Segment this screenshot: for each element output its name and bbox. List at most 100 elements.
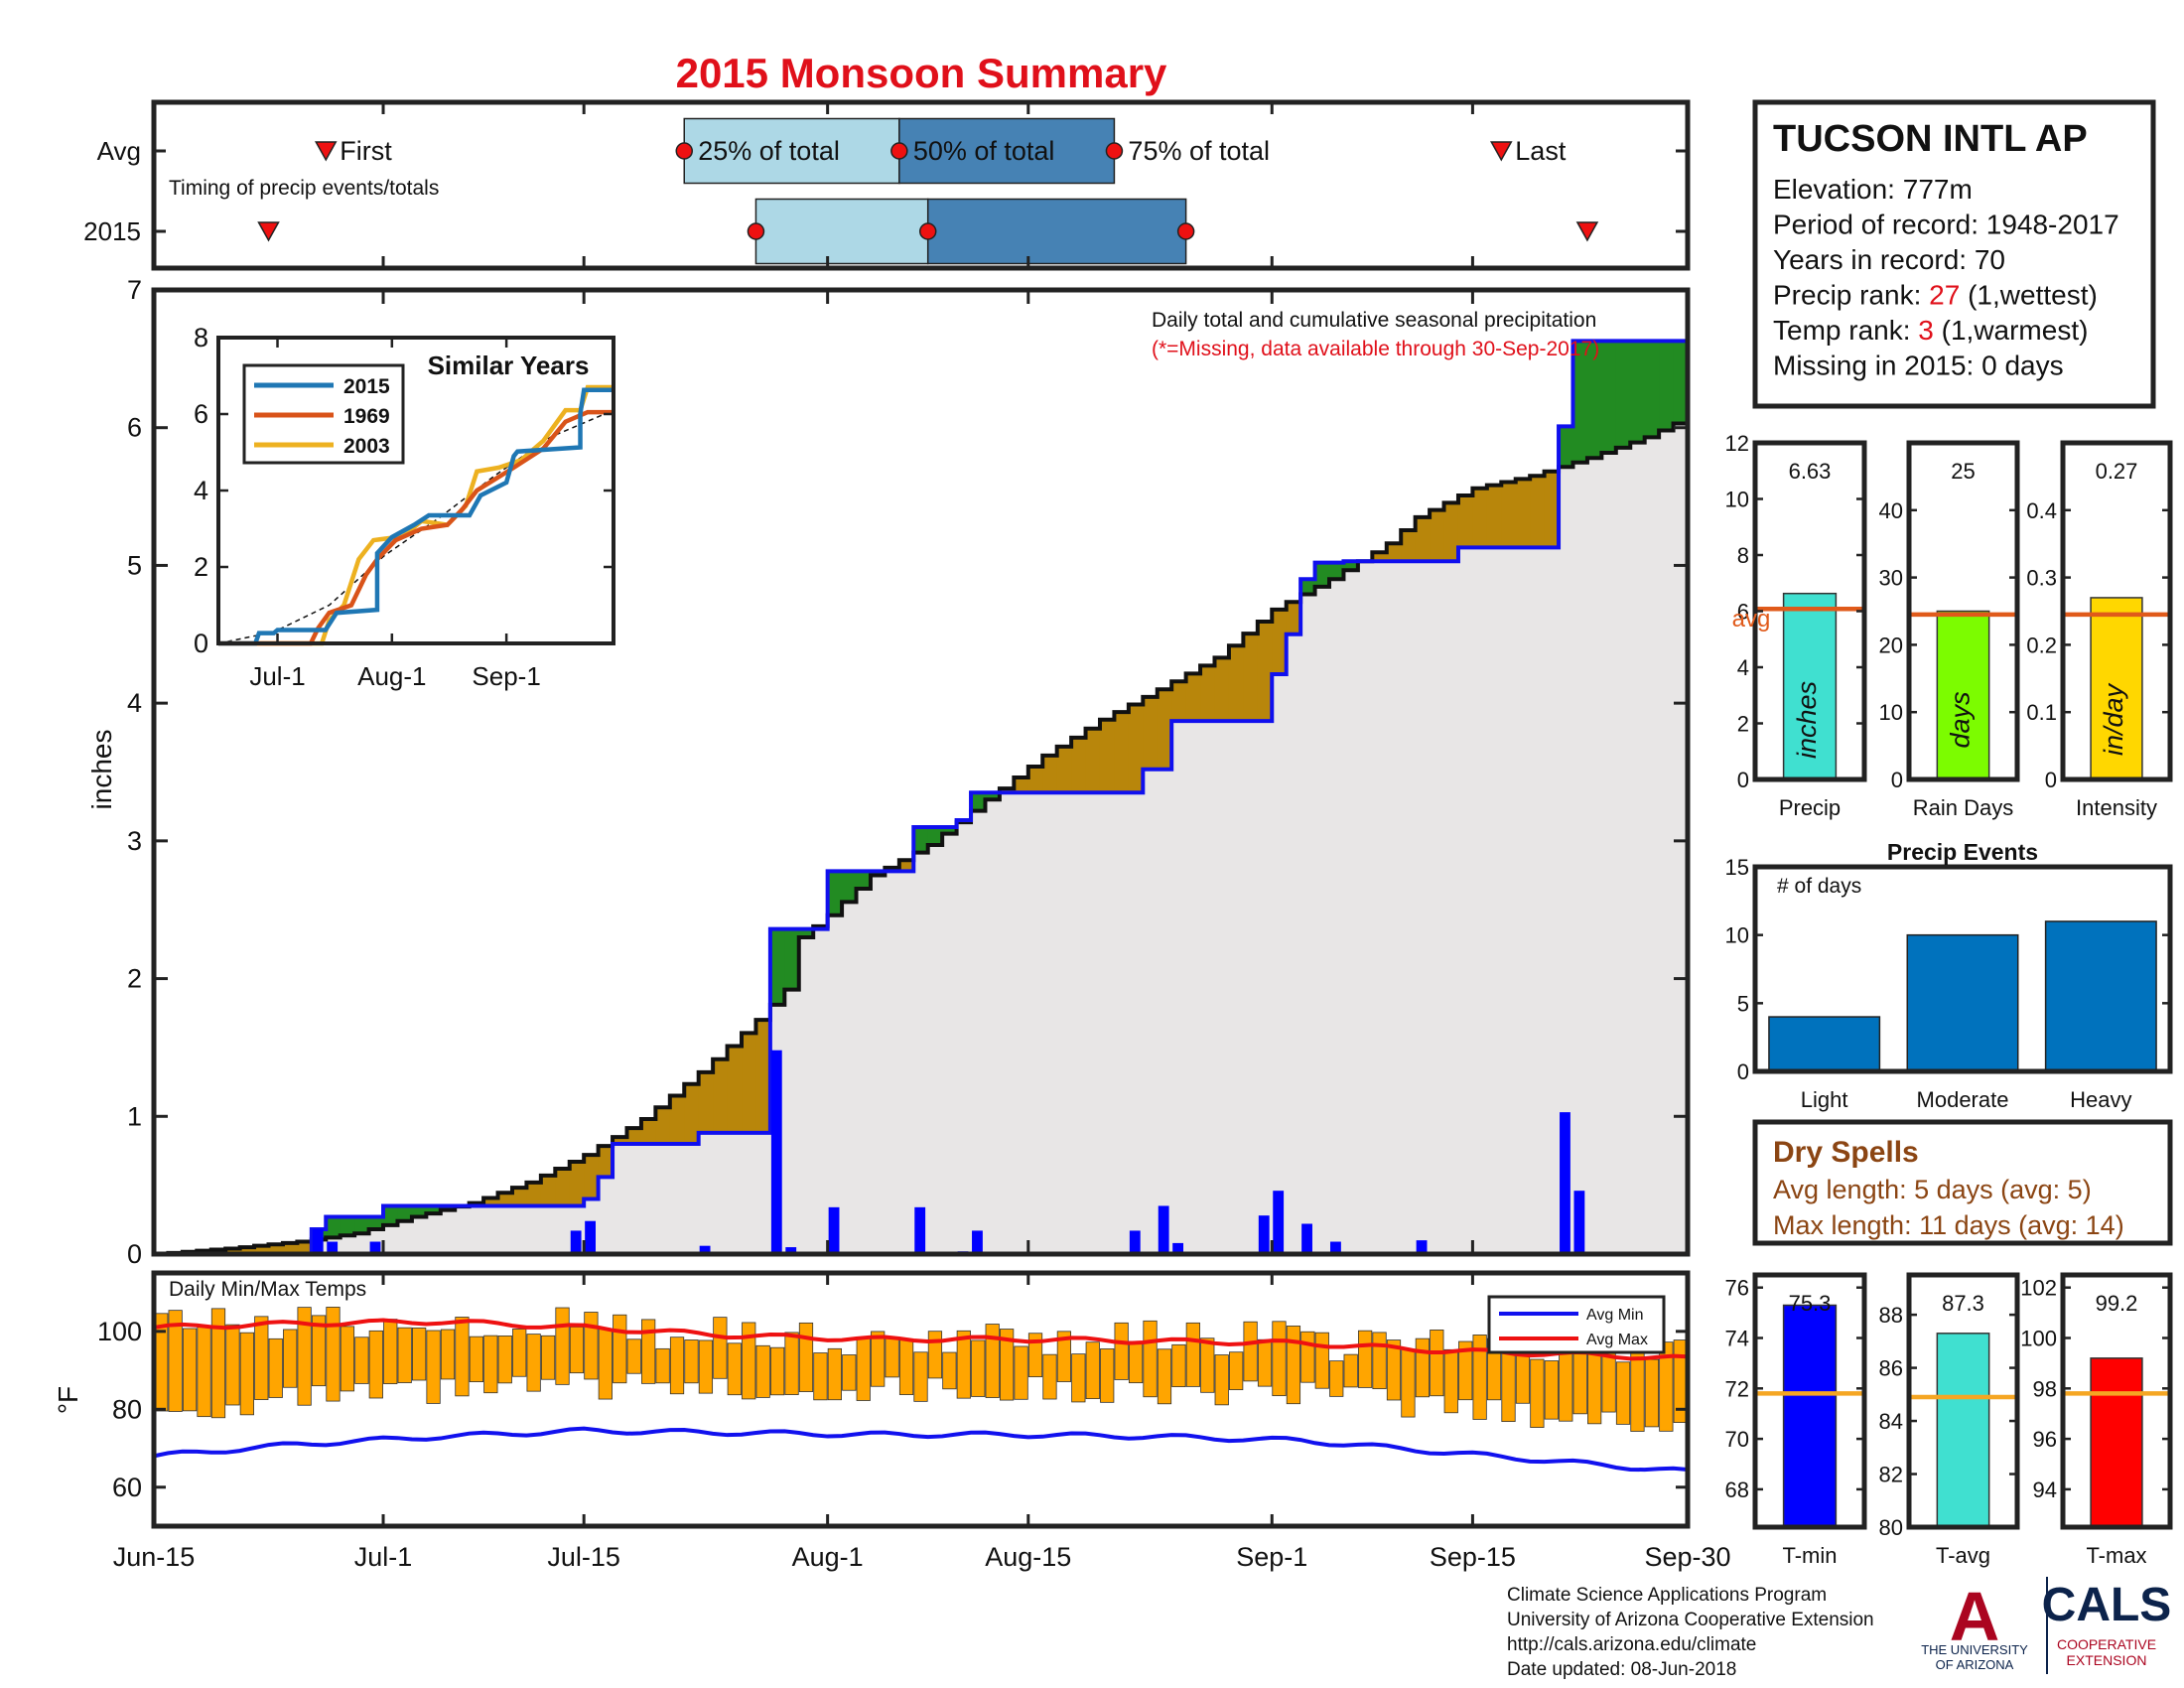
daily-temp-bar	[283, 1329, 298, 1388]
daily-temp-bar	[626, 1338, 641, 1374]
x-tick-label: Jul-15	[547, 1542, 620, 1572]
timing-avg-q1-box	[683, 117, 900, 185]
daily-temp-bar	[1559, 1343, 1573, 1422]
below-average-fill	[1056, 746, 1072, 793]
daily-temp-bar	[540, 1335, 556, 1380]
above-average-fill	[985, 792, 1001, 800]
daily-precip-bar	[1573, 1191, 1585, 1254]
average-fill	[383, 1224, 399, 1254]
timing-avg-q2-box	[898, 117, 1116, 185]
stat-avg-label: avg	[1732, 606, 1771, 633]
average-fill	[540, 1205, 556, 1254]
above-average-fill	[1314, 562, 1330, 587]
average-fill	[1027, 792, 1043, 1254]
daily-temp-bar	[1214, 1354, 1229, 1406]
stat-value-label: 99.2	[2096, 1291, 2138, 1316]
average-fill	[1357, 561, 1373, 1254]
x-tick-label: Aug-1	[792, 1542, 864, 1572]
above-average-fill	[1659, 341, 1675, 431]
daily-temp-bar	[769, 1346, 785, 1396]
stat-tick-label: 0	[1891, 768, 1903, 792]
temp-y-axis-label: °F	[53, 1386, 83, 1414]
below-average-fill	[1443, 502, 1459, 562]
similar-years-frame	[216, 336, 615, 645]
below-average-fill	[268, 1244, 284, 1254]
temp-y-tick-label: 60	[112, 1473, 142, 1502]
stat-tick-label: 84	[1879, 1409, 1903, 1434]
daily-temp-bar	[354, 1336, 369, 1384]
y-tick-label: 2	[127, 964, 142, 994]
average-fill	[1572, 462, 1588, 1255]
y-tick-label: 7	[127, 275, 142, 305]
event-category-label: Moderate	[1917, 1087, 2009, 1112]
above-average-fill	[856, 871, 872, 889]
average-fill	[426, 1213, 442, 1254]
station-rank-value: 3	[1918, 315, 1934, 346]
above-average-fill	[769, 928, 785, 1005]
temp-y-tick-label: 100	[97, 1317, 142, 1346]
daily-temp-bar	[197, 1327, 211, 1418]
average-fill	[1056, 792, 1072, 1254]
daily-temp-bar	[1229, 1351, 1244, 1391]
daily-temp-bar	[684, 1339, 699, 1384]
daily-temp-bar	[1243, 1321, 1258, 1382]
stat-unit-label: inches	[1792, 681, 1822, 759]
similar-x-tick-label: Jul-1	[249, 661, 305, 691]
stat-tick-label: 102	[2020, 1276, 2057, 1301]
x-tick-label: Aug-15	[985, 1542, 1071, 1572]
average-fill	[1343, 570, 1359, 1254]
average-fill	[640, 1144, 656, 1254]
below-average-fill	[1501, 482, 1517, 548]
below-average-fill	[497, 1193, 513, 1206]
stat-tick-label: 94	[2033, 1477, 2057, 1502]
daily-precip-bar	[1258, 1215, 1270, 1254]
daily-temp-bar	[842, 1354, 857, 1391]
average-fill	[1171, 721, 1187, 1254]
above-average-fill	[827, 871, 843, 915]
daily-temp-bar	[1042, 1353, 1057, 1400]
y-tick-label: 0	[127, 1239, 142, 1269]
dry-spells-frame	[1752, 1119, 2173, 1246]
daily-temp-bar	[871, 1331, 886, 1387]
average-fill	[626, 1144, 642, 1254]
below-average-fill	[584, 1155, 600, 1199]
average-fill	[1615, 447, 1631, 1254]
daily-temp-bar	[1415, 1337, 1430, 1398]
above-average-fill	[784, 928, 800, 990]
average-fill	[742, 1132, 757, 1254]
daily-temp-bar	[1659, 1341, 1674, 1432]
event-bar-light	[1768, 1016, 1881, 1072]
stat-tick-label: 40	[1879, 498, 1903, 523]
daily-temp-bar	[497, 1336, 512, 1384]
below-average-fill	[1200, 665, 1216, 722]
timing-note: Timing of precip events/totals	[169, 177, 439, 200]
daily-temp-bar	[1027, 1333, 1043, 1378]
stat-tick-label: 100	[2020, 1327, 2057, 1351]
daily-temp-bar	[784, 1332, 799, 1395]
daily-temp-bar	[512, 1329, 527, 1377]
average-fill	[1071, 792, 1087, 1254]
below-average-fill	[1214, 657, 1230, 722]
avg-min-line	[153, 1426, 1689, 1473]
daily-temp-bar	[555, 1307, 570, 1385]
similar-series-2015	[218, 387, 614, 646]
station-info-line: Missing in 2015: 0 days	[1773, 351, 2064, 381]
above-average-fill	[942, 826, 958, 834]
below-average-fill	[1544, 471, 1560, 548]
event-category-label: Heavy	[2070, 1087, 2131, 1112]
daily-precip-bar	[570, 1230, 582, 1254]
daily-temp-bar	[1530, 1358, 1545, 1428]
above-average-fill	[1644, 341, 1660, 438]
stat-tick-label: 68	[1725, 1477, 1749, 1502]
above-average-fill	[354, 1216, 370, 1234]
average-fill	[827, 914, 843, 1254]
average-fill	[1601, 453, 1617, 1254]
daily-temp-bar	[1085, 1341, 1100, 1400]
daily-temp-bar	[1286, 1326, 1301, 1405]
above-average-fill	[368, 1216, 384, 1230]
timing-row-avg-label: Avg	[97, 136, 141, 166]
timing-avg-first-marker	[314, 141, 338, 162]
event-tick-label: 5	[1737, 991, 1749, 1016]
daily-temp-bar	[268, 1337, 283, 1398]
cals-logo-sub: COOPERATIVE	[2057, 1636, 2156, 1652]
